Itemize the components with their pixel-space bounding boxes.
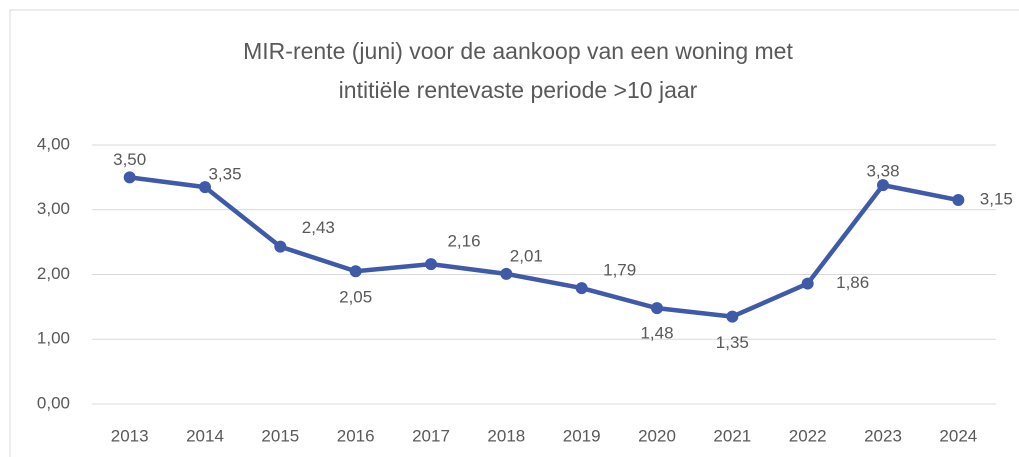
data-label: 3,35 [208,165,241,184]
point [726,310,739,323]
point [349,265,362,278]
x-tick-label: 2023 [864,426,902,445]
x-tick-label: 2020 [638,426,676,445]
x-tick-label: 2014 [186,426,224,445]
data-label: 3,38 [866,162,899,181]
point [500,267,513,280]
point [199,181,211,194]
data-label: 1,48 [640,324,673,343]
data-label: 2,43 [302,218,335,237]
x-tick-label: 2021 [713,426,751,445]
data-label: 2,16 [447,232,480,251]
y-tick-label: 3,00 [37,199,70,218]
line [129,175,959,319]
y-tick-label: 4,00 [37,134,70,153]
chart-border [9,9,1019,457]
point [801,277,814,290]
x-tick-label: 2016 [337,426,375,445]
x-tick-label: 2024 [939,426,977,445]
point [123,171,136,184]
x-tick-label: 2018 [487,426,525,445]
data-label: 2,01 [510,246,543,265]
point [651,302,663,315]
x-tick-label: 2015 [261,426,299,445]
data-label: 1,86 [836,273,869,292]
point [877,179,889,192]
y-tick-label: 0,00 [37,393,70,412]
x-tick-label: 2022 [789,426,827,445]
x-tick-label: 2017 [412,426,450,445]
data-label: 1,79 [603,261,636,280]
x-tick-label: 2019 [563,426,601,445]
y-tick-label: 1,00 [37,329,70,348]
point [274,240,287,253]
data-label: 2,05 [339,288,372,307]
chart-title: MIR-rente (juni) voor de aankoop van een… [243,38,793,64]
point [575,282,588,295]
point [952,194,965,207]
data-label: 1,35 [716,333,749,352]
point [425,258,437,271]
chart-title: intitiële rentevaste periode >10 jaar [339,77,698,103]
data-label: 3,15 [980,190,1013,209]
y-tick-label: 2,00 [37,264,70,283]
x-tick-label: 2013 [111,426,149,445]
data-label: 3,50 [113,150,146,169]
